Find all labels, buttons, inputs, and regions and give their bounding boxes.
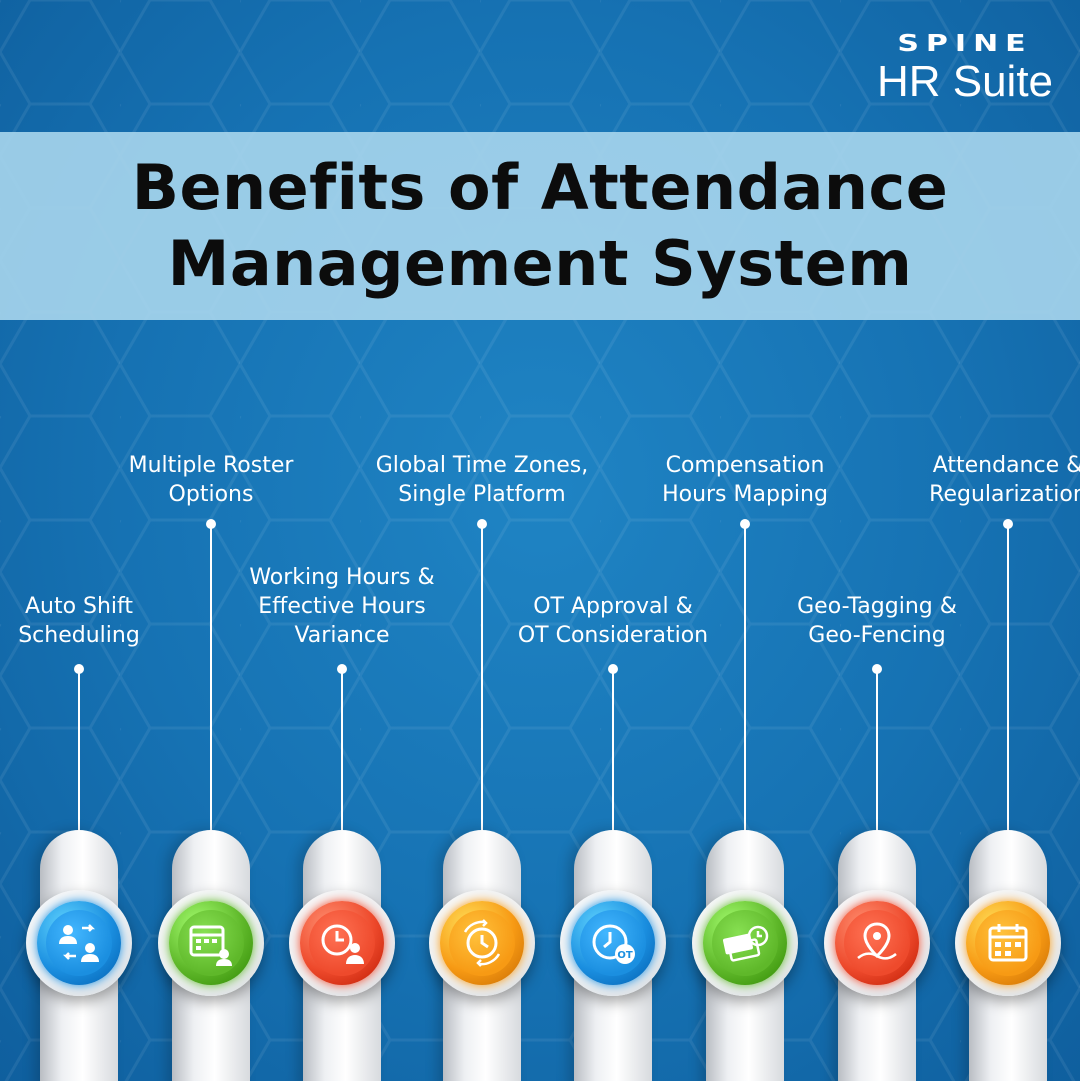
time-zones-icon bbox=[463, 919, 501, 967]
benefit-label-line1: Auto Shift bbox=[24, 594, 134, 619]
benefit-label-line3: Variance bbox=[294, 623, 390, 648]
benefit-label-line2: Effective Hours bbox=[258, 594, 426, 619]
connector-line bbox=[744, 524, 746, 840]
brand-product: HR Suite bbox=[876, 57, 1054, 106]
connector-line bbox=[481, 524, 483, 840]
connector-line bbox=[876, 669, 878, 840]
attendance-calendar-icon bbox=[988, 924, 1028, 962]
benefit-icon-badge bbox=[955, 890, 1061, 996]
benefit-icon-badge bbox=[429, 890, 535, 996]
benefit-label-line1: Working Hours & bbox=[249, 565, 435, 590]
page-title: Benefits of Attendance Management System bbox=[0, 150, 1080, 302]
benefit-label-line1: Multiple Roster bbox=[128, 453, 294, 478]
title-banner bbox=[0, 132, 1080, 320]
benefit-label-line2: Hours Mapping bbox=[662, 482, 828, 507]
connector-line bbox=[1007, 524, 1009, 840]
benefit-label: OT Approval & OT Consideration bbox=[483, 592, 743, 650]
benefit-label: Attendance & Regularization bbox=[878, 451, 1080, 509]
geo-pin-icon bbox=[857, 922, 897, 960]
overtime-clock-icon: OT bbox=[592, 924, 635, 964]
benefit-label: Multiple Roster Options bbox=[81, 451, 341, 509]
benefit-label-line2: Single Platform bbox=[398, 482, 566, 507]
benefit-icon-badge: OT bbox=[560, 890, 666, 996]
benefit-icon-badge bbox=[824, 890, 930, 996]
benefit-label-line2: Geo-Fencing bbox=[808, 623, 946, 648]
benefit-label: Geo-Tagging & Geo-Fencing bbox=[747, 592, 1007, 650]
benefit-icon-badge bbox=[26, 890, 132, 996]
benefit-icon-badge bbox=[158, 890, 264, 996]
compensation-money-icon bbox=[723, 925, 769, 962]
roster-calendar-icon bbox=[189, 925, 232, 966]
badge-core bbox=[46, 910, 112, 976]
badge-core bbox=[580, 910, 646, 976]
clock-worker-icon bbox=[321, 924, 364, 964]
benefit-label-line2: Regularization bbox=[929, 482, 1080, 507]
connector-line bbox=[341, 669, 343, 840]
brand-name: SPINE bbox=[897, 29, 1033, 58]
shift-swap-icon bbox=[59, 924, 99, 962]
benefit-label-line2: Scheduling bbox=[18, 623, 140, 648]
benefit-label-line1: Compensation bbox=[665, 453, 825, 478]
benefit-label: Global Time Zones, Single Platform bbox=[352, 451, 612, 509]
benefit-label-line1: OT Approval & bbox=[533, 594, 693, 619]
benefit-label-line1: Global Time Zones, bbox=[375, 453, 589, 478]
benefit-label-line2: OT Consideration bbox=[517, 623, 709, 648]
brand-logo: SPINE HR Suite bbox=[870, 28, 1060, 106]
benefit-label: Compensation Hours Mapping bbox=[615, 451, 875, 509]
benefit-icon-badge bbox=[692, 890, 798, 996]
benefit-label-line1: Attendance & bbox=[932, 453, 1080, 478]
badge-core bbox=[178, 910, 244, 976]
benefit-label: Working Hours & Effective Hours Variance bbox=[212, 563, 472, 650]
benefit-label-line1: Geo-Tagging & bbox=[797, 594, 957, 619]
svg-text:OT: OT bbox=[617, 950, 633, 961]
connector-line bbox=[78, 669, 80, 840]
connector-line bbox=[210, 524, 212, 840]
connector-line bbox=[612, 669, 614, 840]
badge-core bbox=[309, 910, 375, 976]
benefit-label-line2: Options bbox=[168, 482, 254, 507]
benefit-label: Auto Shift Scheduling bbox=[0, 592, 209, 650]
benefit-icon-badge bbox=[289, 890, 395, 996]
title-line-2: Management System bbox=[167, 227, 913, 300]
title-line-1: Benefits of Attendance bbox=[131, 151, 949, 224]
badge-core bbox=[844, 910, 910, 976]
